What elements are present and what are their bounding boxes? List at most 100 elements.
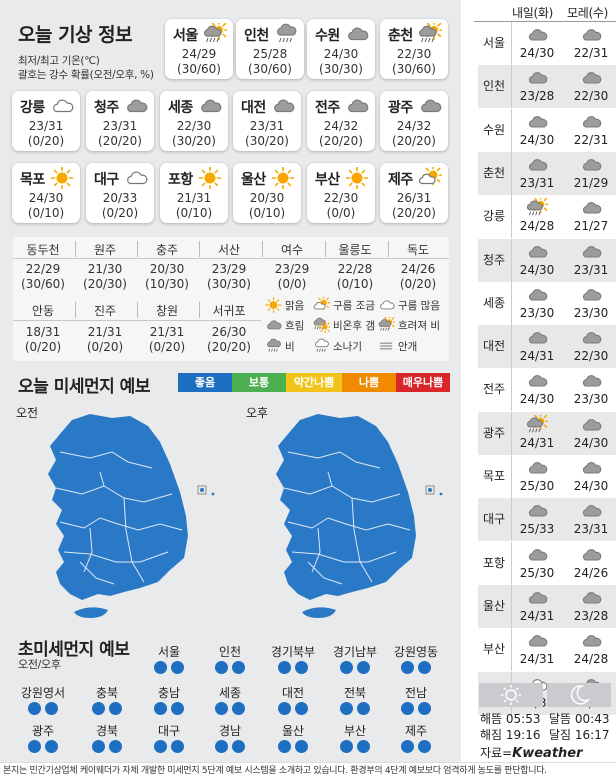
tomorrow-temp: 23/31 bbox=[519, 175, 555, 190]
tomorrow-temp: 25/30 bbox=[519, 565, 555, 580]
ultrafine-dots bbox=[324, 661, 386, 674]
strip-rain: (20/20) bbox=[207, 340, 251, 354]
city-card: 광주 24/32 (20/20) bbox=[380, 91, 448, 151]
forecast-row: 울산 24/31 23/28 bbox=[478, 584, 616, 628]
tomorrow-cell: 24/30 bbox=[511, 368, 561, 411]
ultrafine-region: 제주 bbox=[404, 724, 428, 738]
cloud-icon bbox=[528, 548, 548, 561]
tomorrow-cell: 24/31 bbox=[511, 628, 561, 671]
forecast-city: 부산 bbox=[482, 642, 506, 657]
city-name: 전주 bbox=[315, 100, 340, 116]
city-card: 부산 22/30 (0/0) bbox=[307, 163, 375, 223]
tomorrow-cell: 25/30 bbox=[511, 455, 561, 498]
good-dot-am bbox=[215, 661, 228, 674]
row-divider bbox=[511, 541, 512, 585]
strip-rain: (0/20) bbox=[24, 340, 62, 354]
sun-icon bbox=[265, 297, 282, 313]
strip-divider bbox=[199, 302, 200, 318]
cloud-rain-sun-icon bbox=[313, 317, 330, 333]
dayafter-cell: 22/31 bbox=[565, 109, 615, 152]
ultrafine-dots bbox=[12, 740, 74, 753]
city-rain: (30/20) bbox=[172, 134, 216, 148]
good-dot-pm bbox=[109, 740, 122, 753]
strip-divider bbox=[75, 302, 76, 318]
cloud-icon bbox=[528, 635, 548, 647]
strip-city-name: 원주 bbox=[93, 243, 117, 257]
good-dot-pm bbox=[357, 702, 370, 715]
cloud-outline-icon bbox=[380, 300, 395, 310]
city-name: 포항 bbox=[168, 172, 193, 188]
strip-temp: 18/31 bbox=[25, 325, 61, 339]
city-weather-icon bbox=[198, 166, 222, 190]
cloud-icon bbox=[582, 115, 602, 128]
dayafter-temp: 23/30 bbox=[573, 392, 609, 407]
dust-level-1: 좋음 bbox=[178, 373, 232, 392]
cloud-icon bbox=[528, 29, 548, 41]
dayafter-cell: 22/30 bbox=[565, 65, 615, 108]
sun-cloud-rain-icon bbox=[378, 317, 395, 331]
good-dot-pm bbox=[45, 740, 58, 753]
strip-rain: (0/20) bbox=[148, 340, 186, 354]
forecast-city: 목포 bbox=[482, 469, 506, 483]
strip-divider bbox=[137, 302, 138, 318]
city-name: 춘천 bbox=[388, 28, 413, 44]
weather-legend-item: 안개 bbox=[378, 338, 417, 354]
ultrafine-dots bbox=[324, 740, 386, 753]
ultrafine-dots bbox=[199, 740, 261, 753]
city-weather-icon bbox=[274, 23, 298, 45]
tomorrow-cell: 24/31 bbox=[511, 325, 561, 368]
note-temp: 최저/최고 기온(℃) bbox=[18, 55, 100, 67]
tomorrow-cell: 25/30 bbox=[511, 542, 561, 585]
cloud-outline-icon bbox=[127, 171, 148, 185]
strip-temp: 24/26 bbox=[400, 262, 436, 276]
cloud-icon bbox=[528, 375, 548, 387]
forecast-city: 대구 bbox=[482, 512, 506, 527]
city-temp: 22/30 bbox=[396, 47, 432, 61]
strip-divider bbox=[137, 241, 138, 257]
strip-divider bbox=[199, 241, 200, 257]
sunset-text: 해짐 19:16 bbox=[480, 728, 541, 742]
ultrafine-region: 울산 bbox=[281, 724, 305, 738]
strip-city-values: 23/29 (0/0) bbox=[262, 262, 322, 292]
dayafter-temp: 22/30 bbox=[573, 89, 609, 104]
good-dot-pm bbox=[357, 661, 370, 674]
moon-icon bbox=[570, 685, 591, 705]
city-card: 대전 23/31 (30/20) bbox=[233, 91, 301, 151]
cloud-icon bbox=[582, 29, 602, 41]
dust-level-5: 매우나쁨 bbox=[396, 373, 450, 392]
legend-label: 비온후 갬 bbox=[333, 319, 375, 332]
good-dot-am bbox=[154, 702, 167, 715]
ultrafine-dots bbox=[12, 702, 74, 715]
forecast-row: 세종 23/30 23/30 bbox=[478, 281, 616, 325]
korea-map-afternoon bbox=[276, 414, 443, 618]
city-name: 대구 bbox=[94, 172, 119, 188]
city-card: 청주 23/31 (20/20) bbox=[86, 91, 154, 151]
good-dot-pm bbox=[418, 702, 431, 715]
good-dot-am bbox=[401, 740, 414, 753]
city-rain: (0/20) bbox=[101, 206, 139, 220]
strip-city-name: 진주 bbox=[93, 304, 117, 318]
legend-label: 맑음 bbox=[285, 299, 305, 312]
city-rain: (20/20) bbox=[392, 206, 436, 220]
city-weather-icon bbox=[203, 20, 229, 45]
city-temp: 22/30 bbox=[176, 119, 212, 133]
cloud-outline-icon bbox=[53, 99, 74, 113]
tomorrow-temp: 23/30 bbox=[519, 305, 555, 320]
ultrafine-dots bbox=[199, 661, 261, 674]
cloud-icon bbox=[528, 72, 548, 84]
strip-city-name: 독도 bbox=[406, 243, 430, 257]
strip-temp: 22/29 bbox=[25, 262, 61, 276]
good-dot-am bbox=[340, 702, 353, 715]
forecast-city: 춘천 bbox=[482, 165, 506, 180]
page-title: 오늘 기상 정보 bbox=[18, 24, 133, 46]
city-temp: 23/31 bbox=[102, 119, 138, 133]
city-card: 제주 26/31 (20/20) bbox=[380, 163, 448, 223]
cloud-icon bbox=[582, 592, 602, 604]
strip-city-name: 안동 bbox=[31, 304, 55, 318]
forecast-city: 포항 bbox=[482, 555, 506, 570]
footer-note: 본지는 민간기상업체 케이웨더가 자체 개발한 미세먼지 5단계 예보 시스템을… bbox=[0, 762, 616, 779]
row-divider bbox=[511, 498, 512, 542]
city-temp: 24/32 bbox=[396, 119, 432, 133]
strip-city-values: 23/29 (30/30) bbox=[199, 262, 259, 292]
sun-cloud-rain-icon bbox=[527, 412, 550, 433]
